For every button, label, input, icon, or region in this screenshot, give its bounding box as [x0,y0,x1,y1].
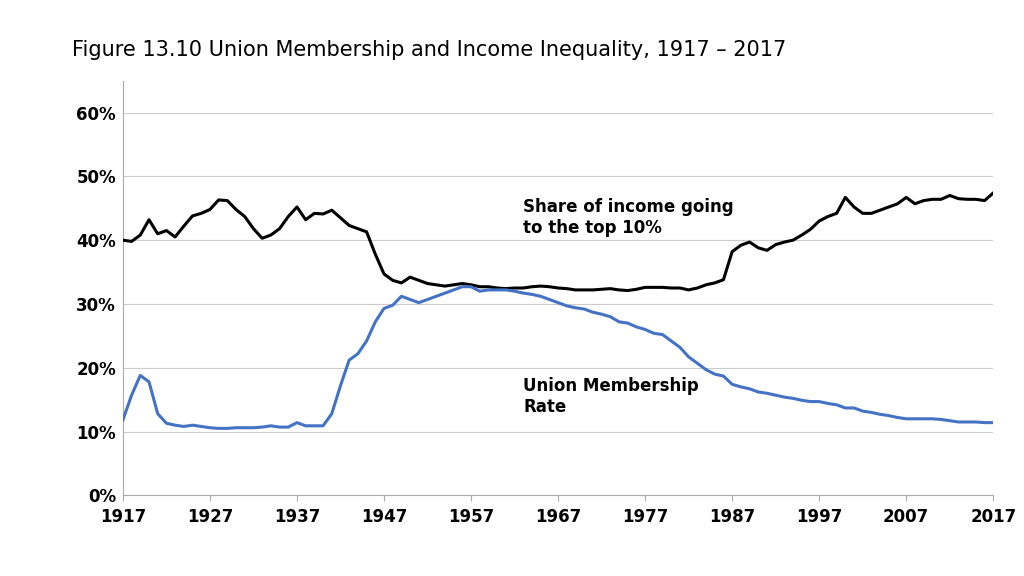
Text: Union Membership
Rate: Union Membership Rate [523,377,699,416]
Text: Share of income going
to the top 10%: Share of income going to the top 10% [523,198,734,237]
Text: Figure 13.10 Union Membership and Income Inequality, 1917 – 2017: Figure 13.10 Union Membership and Income… [72,40,786,60]
